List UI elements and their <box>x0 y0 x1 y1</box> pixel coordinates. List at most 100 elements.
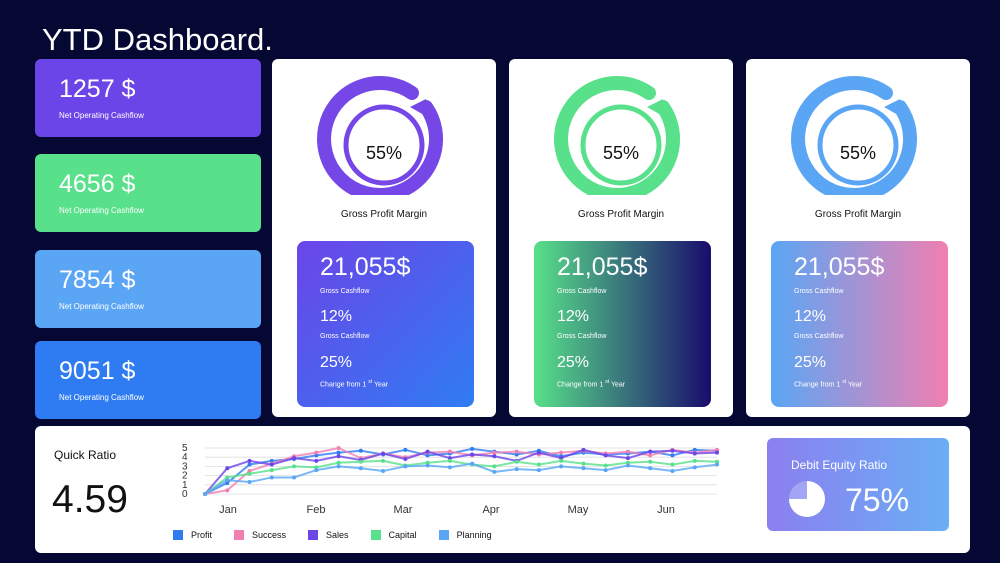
kpi-label: Gross Cashflow <box>794 333 844 340</box>
data-point <box>536 468 541 473</box>
stat-label: Net Operating Cashflow <box>59 111 144 120</box>
data-point <box>514 449 519 454</box>
data-point <box>336 460 341 465</box>
data-point <box>269 458 274 463</box>
legend-label: Profit <box>191 530 213 540</box>
kpi-box: 21,055$ Gross Cashflow 12% Gross Cashflo… <box>534 241 711 407</box>
y-tick-label: 1 <box>182 480 188 491</box>
debt-equity-value: 75% <box>845 482 910 518</box>
stat-card-3[interactable]: 7854 $ Net Operating Cashflow <box>35 250 261 328</box>
data-point <box>559 456 564 461</box>
data-point <box>536 462 541 467</box>
series-line-planning <box>204 462 718 495</box>
data-point <box>247 462 252 467</box>
legend-item-sales[interactable]: Sales <box>308 530 349 540</box>
gauge-percent: 55% <box>602 143 640 163</box>
data-point <box>425 449 430 454</box>
legend-item-success[interactable]: Success <box>234 530 286 540</box>
data-point <box>247 471 252 476</box>
debt-equity-card[interactable]: Debit Equity Ratio 75% <box>767 438 949 531</box>
data-point <box>314 465 319 470</box>
profit-margin-panel-2: 55% Gross Profit Margin 21,055$ Gross Ca… <box>509 59 733 417</box>
data-point <box>425 460 430 465</box>
data-point <box>470 452 475 457</box>
data-point <box>514 452 519 457</box>
data-point <box>225 478 230 483</box>
data-point <box>692 447 697 452</box>
gauge-label: Gross Profit Margin <box>577 209 665 220</box>
x-tick-label: May <box>568 504 589 516</box>
data-point <box>447 449 452 454</box>
data-point <box>648 459 653 464</box>
data-point <box>559 458 564 463</box>
data-point <box>559 450 564 455</box>
data-point <box>381 469 386 473</box>
stat-value: 7854 $ <box>59 266 136 294</box>
gauge-ring-icon <box>554 76 680 195</box>
data-point <box>648 449 653 454</box>
stat-label: Net Operating Cashflow <box>59 206 144 215</box>
stat-card-4[interactable]: 9051 $ Net Operating Cashflow <box>35 341 261 419</box>
data-point <box>492 450 497 455</box>
y-tick-label: 2 <box>182 471 188 482</box>
dashboard-title: YTD Dashboard. <box>42 22 273 57</box>
data-point <box>269 475 274 480</box>
data-point <box>625 456 630 461</box>
x-tick-label: Jun <box>657 504 675 516</box>
x-tick-label: Jan <box>219 504 237 516</box>
quick-ratio-label: Quick Ratio <box>54 448 117 462</box>
data-point <box>492 454 497 459</box>
pie-slice <box>789 481 825 517</box>
data-point <box>203 492 207 496</box>
data-point <box>670 453 675 458</box>
x-tick-label: Feb <box>307 504 326 516</box>
data-point <box>247 480 252 485</box>
legend-item-profit[interactable]: Profit <box>173 530 212 540</box>
y-tick-label: 4 <box>182 452 188 463</box>
x-tick-label: Apr <box>482 504 499 516</box>
data-point <box>336 450 341 455</box>
data-point <box>492 464 497 469</box>
stat-value: 9051 $ <box>59 357 136 385</box>
data-point <box>314 450 319 455</box>
gauge-label: Gross Profit Margin <box>814 209 902 220</box>
data-point <box>225 466 230 471</box>
kpi-label: Gross Cashflow <box>794 288 844 295</box>
data-point <box>425 453 430 458</box>
data-point <box>536 450 541 455</box>
stat-card-2[interactable]: 4656 $ Net Operating Cashflow <box>35 154 261 232</box>
data-point <box>648 466 653 471</box>
kpi-percent: 25% <box>557 354 590 371</box>
data-point <box>514 459 519 464</box>
data-point <box>225 475 230 480</box>
data-point <box>425 463 430 468</box>
kpi-value: 21,055$ <box>794 253 885 281</box>
data-point <box>581 466 586 471</box>
data-point <box>292 456 297 461</box>
y-tick-label: 5 <box>182 443 188 454</box>
debt-equity-label: Debit Equity Ratio <box>791 458 888 472</box>
data-point <box>358 466 363 471</box>
gauge-percent: 55% <box>365 143 403 163</box>
data-point <box>358 459 363 464</box>
legend-swatch <box>438 530 449 540</box>
profit-margin-panel-3: 55% Gross Profit Margin 21,055$ Gross Ca… <box>746 59 970 417</box>
data-point <box>225 488 230 493</box>
data-point <box>358 448 363 453</box>
data-point <box>715 462 719 467</box>
legend-item-capital[interactable]: Capital <box>370 530 417 540</box>
data-point <box>581 461 586 466</box>
bottom-panel: Quick Ratio 4.59 0 1 2 3 4 5 Jan Feb Mar Apr May Ju… <box>35 426 970 553</box>
data-point <box>670 448 675 453</box>
data-point <box>314 453 319 458</box>
series-line-success <box>204 446 718 495</box>
data-point <box>715 447 719 452</box>
legend-swatch <box>234 530 245 540</box>
data-point <box>403 457 408 462</box>
data-point <box>715 450 719 455</box>
stat-card-1[interactable]: 1257 $ Net Operating Cashflow <box>35 59 261 137</box>
legend-item-planning[interactable]: Planning <box>438 530 492 540</box>
data-point <box>648 453 653 458</box>
legend-label: Success <box>252 530 287 540</box>
